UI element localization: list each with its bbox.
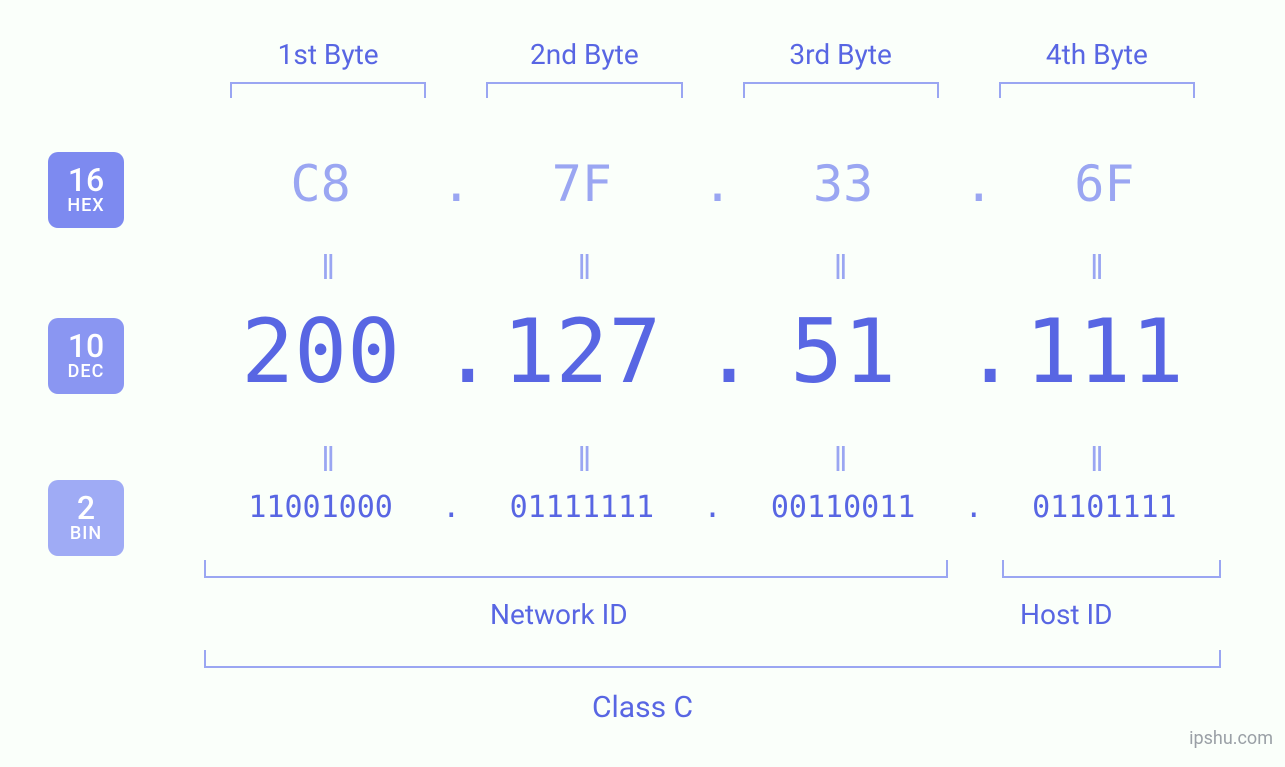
- equals-row-hex-dec: ǁ ǁ ǁ ǁ: [200, 248, 1225, 288]
- hex-octet-3: 33: [723, 155, 964, 213]
- class-bracket: [204, 650, 1221, 668]
- byte-header-1: 1st Byte: [200, 38, 456, 71]
- network-id-bracket: [204, 560, 948, 578]
- bin-octet-3: 00110011: [723, 490, 964, 525]
- eq-2-3: ǁ: [713, 440, 969, 480]
- eq-2-1: ǁ: [200, 440, 456, 480]
- byte-header-2: 2nd Byte: [456, 38, 712, 71]
- network-host-brackets: [200, 560, 1225, 580]
- hex-octet-2: 7F: [461, 155, 702, 213]
- bin-sep-1: .: [441, 490, 461, 525]
- ip-diagram-container: { "colors": { "accent_primary": "#5866e3…: [0, 0, 1285, 767]
- bracket-byte-1: [230, 82, 426, 102]
- dec-octet-3: 51: [723, 300, 964, 403]
- bin-sep-2: .: [703, 490, 723, 525]
- eq-2-4: ǁ: [969, 440, 1225, 480]
- base-num-bin: 2: [77, 492, 95, 526]
- bracket-byte-3: [743, 82, 939, 102]
- dec-sep-1: .: [441, 300, 461, 403]
- base-num-hex: 16: [68, 164, 104, 198]
- hex-octet-1: C8: [200, 155, 441, 213]
- dec-octet-1: 200: [200, 300, 441, 403]
- dec-octet-2: 127: [461, 300, 702, 403]
- equals-row-dec-bin: ǁ ǁ ǁ ǁ: [200, 440, 1225, 480]
- watermark: ipshu.com: [1189, 728, 1273, 749]
- dec-octet-4: 111: [984, 300, 1225, 403]
- eq-1-4: ǁ: [969, 248, 1225, 288]
- hex-octet-4: 6F: [984, 155, 1225, 213]
- eq-1-1: ǁ: [200, 248, 456, 288]
- eq-1-3: ǁ: [713, 248, 969, 288]
- bin-octet-2: 01111111: [461, 490, 702, 525]
- dec-sep-3: .: [964, 300, 984, 403]
- byte-header-row: 1st Byte 2nd Byte 3rd Byte 4th Byte: [200, 38, 1225, 71]
- hex-sep-3: .: [964, 155, 984, 213]
- byte-header-brackets: [200, 82, 1225, 102]
- host-id-label: Host ID: [1020, 598, 1113, 631]
- hex-sep-1: .: [441, 155, 461, 213]
- host-id-bracket: [1002, 560, 1221, 578]
- base-label-bin: BIN: [70, 525, 102, 544]
- base-badge-bin: 2 BIN: [48, 480, 124, 556]
- bin-sep-3: .: [964, 490, 984, 525]
- dec-row: 200 . 127 . 51 . 111: [200, 300, 1225, 403]
- base-badge-dec: 10 DEC: [48, 318, 124, 394]
- bracket-byte-4: [999, 82, 1195, 102]
- bracket-byte-2: [486, 82, 682, 102]
- eq-1-2: ǁ: [456, 248, 712, 288]
- base-badge-hex: 16 HEX: [48, 152, 124, 228]
- bin-octet-4: 01101111: [984, 490, 1225, 525]
- base-label-hex: HEX: [67, 197, 104, 216]
- dec-sep-2: .: [703, 300, 723, 403]
- class-label: Class C: [0, 690, 1285, 725]
- byte-header-3: 3rd Byte: [713, 38, 969, 71]
- hex-sep-2: .: [703, 155, 723, 213]
- hex-row: C8 . 7F . 33 . 6F: [200, 155, 1225, 213]
- byte-header-4: 4th Byte: [969, 38, 1225, 71]
- base-num-dec: 10: [68, 330, 104, 364]
- bin-row: 11001000 . 01111111 . 00110011 . 0110111…: [200, 490, 1225, 525]
- network-id-label: Network ID: [490, 598, 628, 631]
- base-label-dec: DEC: [68, 363, 105, 382]
- bin-octet-1: 11001000: [200, 490, 441, 525]
- eq-2-2: ǁ: [456, 440, 712, 480]
